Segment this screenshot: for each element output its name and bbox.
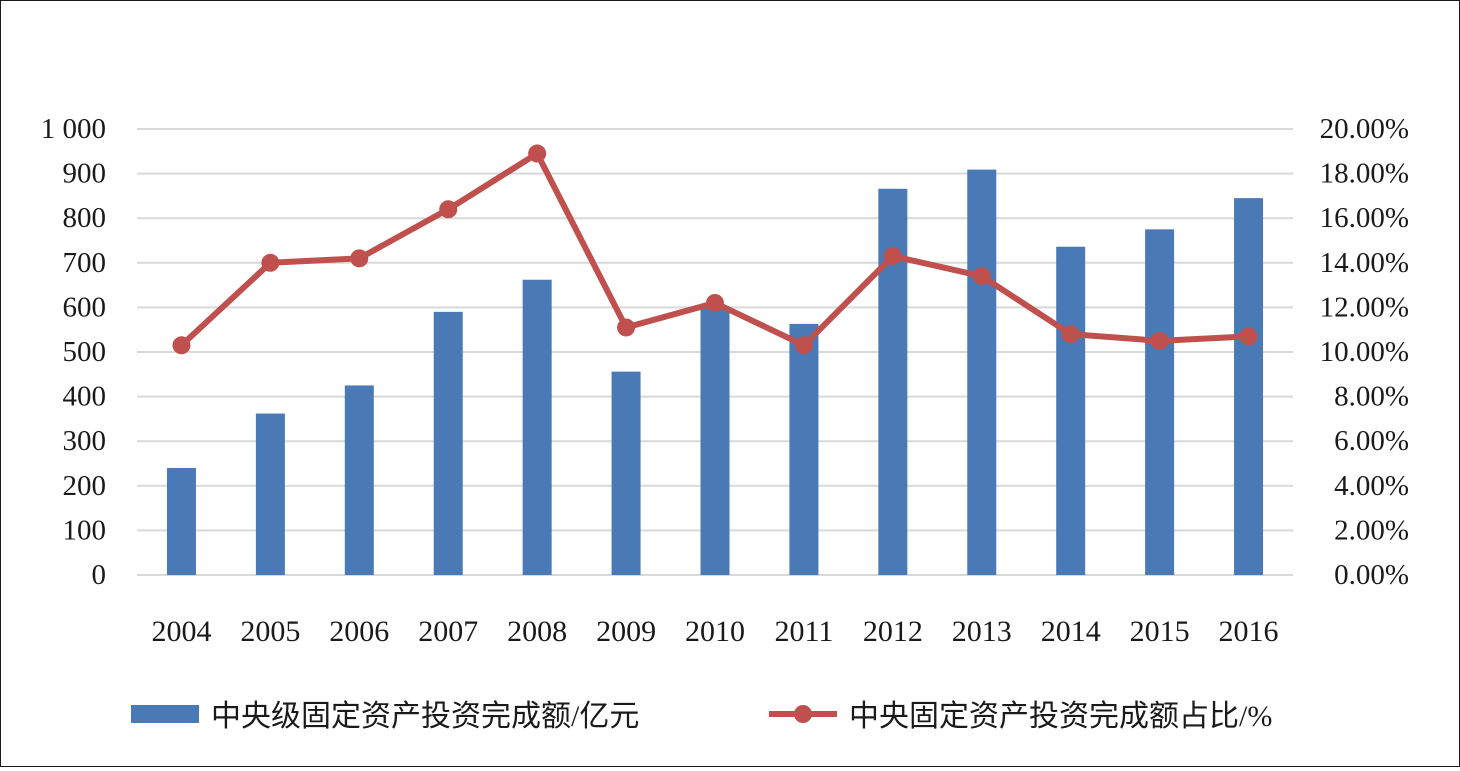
y-right-tick-label: 2.00% bbox=[1334, 514, 1409, 546]
y-left-tick-label: 0 bbox=[92, 559, 107, 591]
x-tick-label: 2011 bbox=[774, 615, 833, 648]
bar bbox=[611, 371, 641, 575]
line-point bbox=[528, 144, 547, 163]
bar bbox=[1056, 246, 1086, 575]
y-left-tick-label: 600 bbox=[63, 291, 107, 323]
x-tick-label: 2004 bbox=[151, 615, 211, 648]
y-left-tick-label: 900 bbox=[63, 158, 107, 190]
legend: 中央级固定资产投资完成额/亿元 中央固定资产投资完成额占比/% bbox=[131, 700, 1272, 733]
left-axis: 0 100 200 300 400 500 600 700 800 900 1 000 bbox=[41, 113, 106, 591]
y-right-tick-label: 8.00% bbox=[1334, 381, 1409, 413]
line-point bbox=[261, 253, 280, 272]
x-tick-label: 2009 bbox=[596, 615, 656, 648]
y-left-tick-label: 100 bbox=[63, 514, 107, 546]
legend-line-label: 中央固定资产投资完成额占比/% bbox=[849, 700, 1272, 733]
bar bbox=[166, 467, 196, 575]
x-tick-label: 2015 bbox=[1130, 615, 1190, 648]
y-right-tick-label: 18.00% bbox=[1320, 158, 1409, 190]
line-point bbox=[617, 318, 636, 337]
y-right-tick-label: 0.00% bbox=[1334, 559, 1409, 591]
x-tick-label: 2014 bbox=[1041, 615, 1101, 648]
line-point bbox=[794, 336, 813, 355]
x-tick-label: 2010 bbox=[685, 615, 745, 648]
y-right-tick-label: 16.00% bbox=[1320, 202, 1409, 234]
y-left-tick-label: 500 bbox=[63, 336, 107, 368]
line-point bbox=[883, 247, 902, 266]
line-point bbox=[1061, 325, 1080, 344]
bar bbox=[344, 385, 374, 575]
bar bbox=[1145, 229, 1175, 575]
line-point bbox=[972, 267, 991, 286]
bar bbox=[522, 279, 552, 575]
bar bbox=[1234, 198, 1264, 575]
legend-bar-label: 中央级固定资产投资完成额/亿元 bbox=[211, 700, 639, 733]
bar bbox=[789, 323, 819, 575]
legend-bar-swatch bbox=[131, 705, 199, 723]
y-right-tick-label: 20.00% bbox=[1320, 113, 1409, 145]
line-point bbox=[1150, 331, 1169, 350]
bar-series bbox=[166, 169, 1264, 575]
line-point bbox=[172, 336, 191, 355]
x-tick-label: 2006 bbox=[329, 615, 389, 648]
right-axis: 0.00% 2.00% 4.00% 6.00% 8.00% 10.00% 12.00% 14.… bbox=[1320, 113, 1409, 591]
bar bbox=[700, 307, 730, 575]
legend-line-marker bbox=[794, 705, 812, 723]
y-right-tick-label: 6.00% bbox=[1334, 425, 1409, 457]
y-left-tick-label: 1 000 bbox=[41, 113, 106, 145]
line-point bbox=[350, 249, 369, 268]
x-tick-label: 2013 bbox=[952, 615, 1012, 648]
y-right-tick-label: 12.00% bbox=[1320, 291, 1409, 323]
x-tick-label: 2005 bbox=[240, 615, 300, 648]
line-point bbox=[439, 200, 458, 219]
line-point bbox=[706, 293, 724, 312]
x-tick-label: 2012 bbox=[863, 615, 923, 648]
bar bbox=[967, 169, 997, 575]
bar bbox=[255, 413, 285, 575]
bar bbox=[878, 188, 908, 575]
y-left-tick-label: 400 bbox=[63, 381, 107, 413]
y-left-tick-label: 700 bbox=[63, 247, 107, 279]
bar bbox=[433, 311, 463, 575]
y-left-tick-label: 800 bbox=[63, 202, 107, 234]
y-right-tick-label: 10.00% bbox=[1320, 336, 1409, 368]
x-tick-label: 2007 bbox=[418, 615, 478, 648]
line-series bbox=[172, 144, 1258, 355]
y-left-tick-label: 300 bbox=[63, 425, 107, 457]
x-axis: 2004 2005 2006 2007 2008 2009 2010 2011 2012 2013… bbox=[151, 615, 1278, 648]
y-left-tick-label: 200 bbox=[63, 470, 107, 502]
y-right-tick-label: 14.00% bbox=[1320, 247, 1409, 279]
y-right-tick-label: 4.00% bbox=[1334, 470, 1409, 502]
x-tick-label: 2008 bbox=[507, 615, 567, 648]
line-point bbox=[1239, 327, 1258, 346]
x-tick-label: 2016 bbox=[1219, 615, 1279, 648]
